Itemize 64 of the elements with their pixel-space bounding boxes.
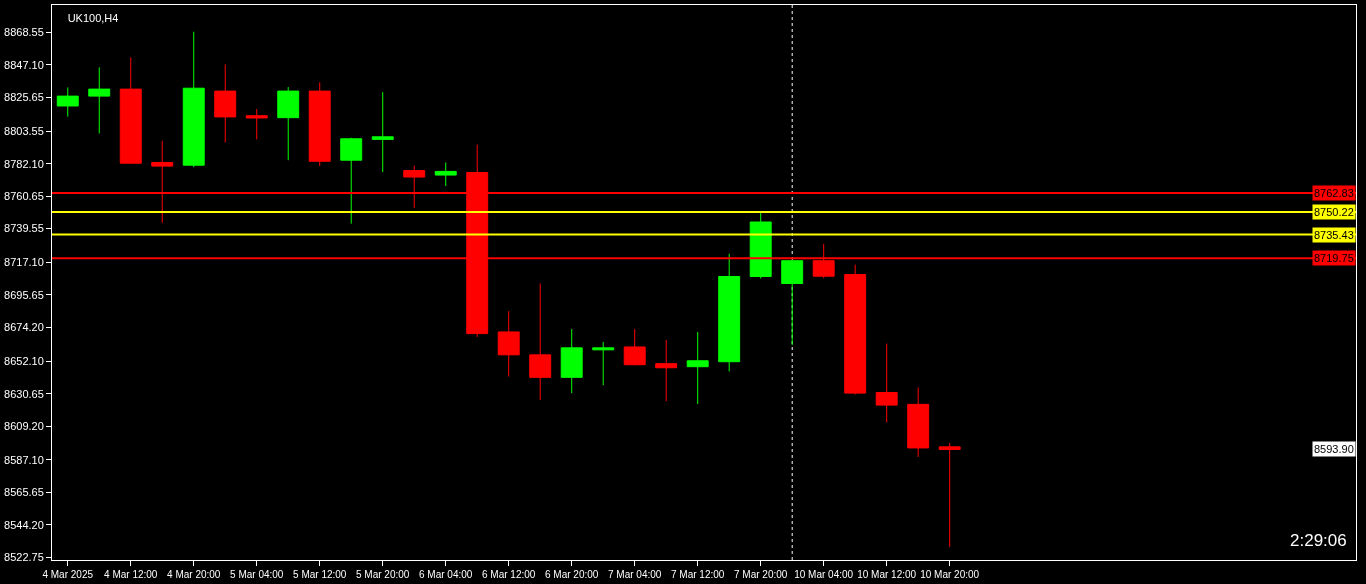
y-tick-label: 8522.75 (4, 551, 44, 564)
x-tick-label: 7 Mar 04:00 (608, 569, 662, 580)
x-tick-label: 6 Mar 12:00 (482, 569, 536, 580)
candlestick (434, 161, 457, 187)
candlestick (938, 442, 961, 548)
candlestick (781, 259, 804, 346)
x-tick-label: 6 Mar 20:00 (545, 569, 599, 580)
ref-line-label: 8750.22 (1314, 206, 1354, 218)
x-tick-label: 4 Mar 12:00 (104, 569, 158, 580)
candlestick (308, 81, 331, 167)
text: 2:29:06 (1290, 531, 1347, 550)
x-tick-label: 10 Mar 04:00 (794, 569, 854, 580)
candlestick (844, 264, 867, 395)
candlestick (749, 212, 772, 279)
x-tick-label: 5 Mar 20:00 (356, 569, 410, 580)
candlestick (497, 310, 520, 378)
candlestick (718, 253, 741, 372)
y-tick-label: 8609.20 (4, 420, 44, 433)
x-tick-label: 7 Mar 20:00 (734, 569, 788, 580)
x-tick-label: 10 Mar 12:00 (857, 569, 917, 580)
candlestick (371, 91, 394, 173)
y-tick-label: 8760.65 (4, 190, 44, 203)
x-tick-label: 6 Mar 04:00 (419, 569, 473, 580)
candlestick (655, 339, 678, 402)
text: UK100,H4 (67, 12, 119, 25)
y-tick-label: 8717.10 (4, 256, 44, 269)
x-tick-label: 5 Mar 04:00 (230, 569, 284, 580)
candlestick (907, 387, 930, 458)
y-tick-label: 8825.65 (4, 91, 44, 104)
candlestick (340, 137, 363, 225)
y-tick-label: 8565.65 (4, 486, 44, 499)
y-tick-label: 8803.55 (4, 124, 44, 137)
candlestick (88, 66, 111, 134)
y-tick-label: 8782.10 (4, 157, 44, 170)
candlestick (277, 86, 300, 161)
candlestick (623, 328, 646, 366)
ref-line-label: 8735.43 (1314, 229, 1354, 241)
candlestick (119, 56, 142, 164)
y-tick-label: 8847.10 (4, 58, 44, 71)
y-tick-label: 8674.20 (4, 321, 44, 334)
candlestick (875, 343, 898, 423)
x-tick-label: 4 Mar 20:00 (167, 569, 221, 580)
x-tick-label: 5 Mar 12:00 (293, 569, 347, 580)
y-tick-label: 8630.65 (4, 387, 44, 400)
candlestick (560, 328, 583, 394)
candlestick (182, 31, 205, 168)
y-tick-label: 8544.20 (4, 518, 44, 531)
x-tick-label: 7 Mar 12:00 (671, 569, 725, 580)
candlestick (214, 63, 237, 143)
candlestick (245, 108, 268, 140)
y-tick-label: 8739.55 (4, 222, 44, 235)
candlestick (592, 341, 615, 386)
y-tick-label: 8652.10 (4, 354, 44, 367)
y-tick-label: 8695.65 (4, 288, 44, 301)
x-tick-label: 10 Mar 20:00 (920, 569, 980, 580)
candlestick (56, 86, 79, 118)
ref-line-label: 8719.75 (1314, 252, 1354, 264)
x-tick-label: 4 Mar 2025 (42, 569, 94, 580)
y-tick-label: 8868.55 (4, 26, 44, 39)
candlestick (686, 331, 709, 405)
ref-line-label: 8762.83 (1314, 187, 1354, 199)
text: 8593.90 (1314, 443, 1354, 455)
candlestick (529, 282, 552, 401)
y-tick-label: 8587.10 (4, 453, 44, 466)
